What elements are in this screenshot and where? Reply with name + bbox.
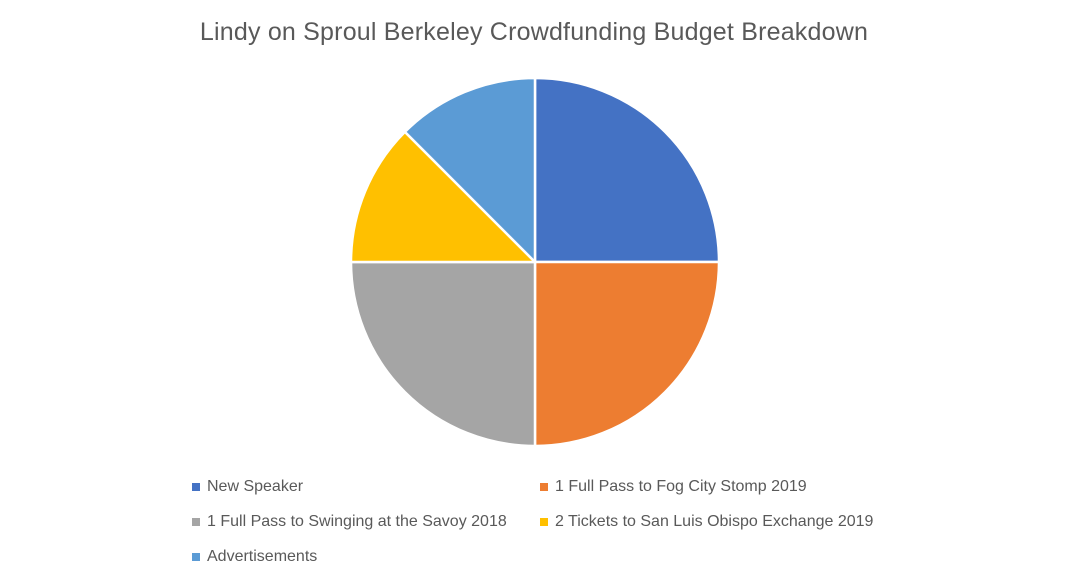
pie-slice-1-full-pass-to-swinging-at-the-savoy-2018 xyxy=(349,260,537,448)
legend-label: 1 Full Pass to Swinging at the Savoy 201… xyxy=(207,513,507,530)
chart-title: Lindy on Sproul Berkeley Crowdfunding Bu… xyxy=(199,18,869,46)
pie-slices xyxy=(349,76,721,448)
legend-item-san-luis-obispo-exchange: 2 Tickets to San Luis Obispo Exchange 20… xyxy=(540,511,940,533)
pie-slice-1-full-pass-to-fog-city-stomp-2019 xyxy=(533,260,721,448)
legend-item-advertisements: Advertisements xyxy=(192,546,540,568)
legend-item-new-speaker: New Speaker xyxy=(192,476,540,498)
legend-label: 1 Full Pass to Fog City Stomp 2019 xyxy=(555,478,807,495)
legend-swatch xyxy=(540,518,548,526)
legend-swatch xyxy=(192,553,200,561)
legend-swatch xyxy=(192,518,200,526)
legend-label: New Speaker xyxy=(207,478,304,495)
legend-item-swinging-at-the-savoy: 1 Full Pass to Swinging at the Savoy 201… xyxy=(192,511,540,533)
legend-swatch xyxy=(192,483,200,491)
legend: New Speaker 1 Full Pass to Fog City Stom… xyxy=(192,476,952,568)
legend-swatch xyxy=(540,483,548,491)
pie-slice-advertisements xyxy=(403,76,537,264)
pie-slice-2-tickets-to-san-luis-obispo-exchange-2019 xyxy=(349,130,537,264)
legend-item-fog-city-stomp: 1 Full Pass to Fog City Stomp 2019 xyxy=(540,476,940,498)
legend-label: 2 Tickets to San Luis Obispo Exchange 20… xyxy=(555,513,874,530)
pie-slice-new-speaker xyxy=(533,76,721,264)
legend-label: Advertisements xyxy=(207,548,318,565)
